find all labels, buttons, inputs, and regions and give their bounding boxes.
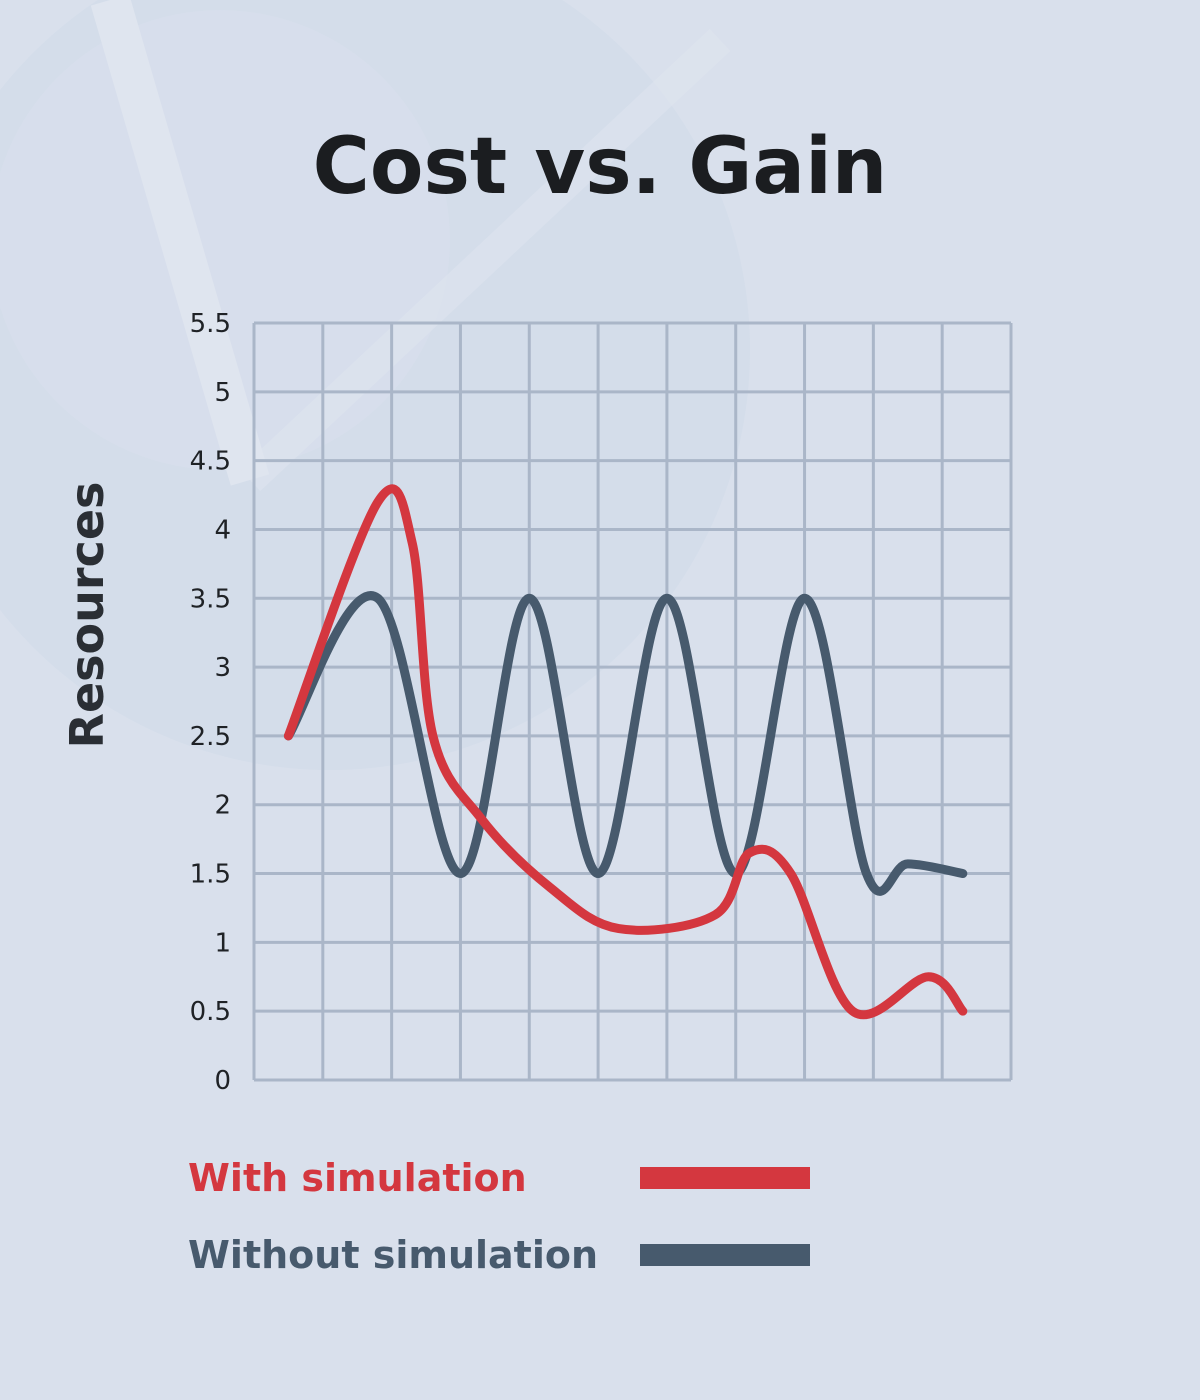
legend-item-with-simulation: With simulation: [188, 1148, 828, 1208]
y-tick-label: 3: [214, 653, 231, 683]
y-tick-label: 0: [214, 1066, 231, 1096]
page-title: Cost vs. Gain: [312, 122, 888, 212]
series-line-with-simulation: [283, 484, 968, 1020]
y-tick-label: 1: [214, 928, 231, 958]
legend-label-without-simulation: Without simulation: [188, 1233, 599, 1277]
y-tick-label: 4: [214, 515, 231, 545]
y-tick-label: 1.5: [190, 860, 231, 890]
y-tick-label: 0.5: [190, 997, 231, 1027]
y-tick-label: 5.5: [190, 309, 231, 339]
y-tick-label: 2: [214, 791, 231, 821]
y-tick-label: 4.5: [190, 447, 231, 477]
legend-swatch-without-simulation: [640, 1244, 810, 1266]
legend-item-without-simulation: Without simulation: [188, 1225, 828, 1285]
legend-label-with-simulation: With simulation: [188, 1156, 527, 1200]
y-tick-label: 5: [214, 378, 231, 408]
series-line-without-simulation: [283, 591, 968, 896]
y-tick-label: 3.5: [190, 584, 231, 614]
y-tick-label: 2.5: [190, 722, 231, 752]
y-axis-ticks: 0 0.5 1 1.5 2 2.5 3 3.5 4 4.5 5 5.5: [190, 309, 231, 1096]
grid: [252, 321, 1013, 1082]
legend-swatch-with-simulation: [640, 1167, 810, 1189]
series-lines: [283, 484, 968, 1020]
